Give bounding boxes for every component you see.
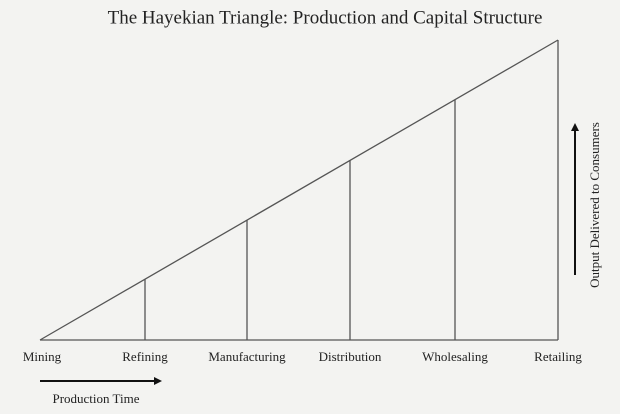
stage-label: Distribution xyxy=(319,349,382,364)
x-axis-label: Production Time xyxy=(52,391,139,406)
title: The Hayekian Triangle: Production and Ca… xyxy=(108,7,543,28)
stage-label: Retailing xyxy=(534,349,582,364)
triangle-hypotenuse xyxy=(39,39,559,341)
stage-label: Refining xyxy=(122,349,168,364)
stage-label: Wholesaling xyxy=(422,349,488,364)
stage-label: Manufacturing xyxy=(208,349,286,364)
y-axis-label: Output Delivered to Consumers xyxy=(587,122,602,288)
stage-label: Mining xyxy=(23,349,62,364)
